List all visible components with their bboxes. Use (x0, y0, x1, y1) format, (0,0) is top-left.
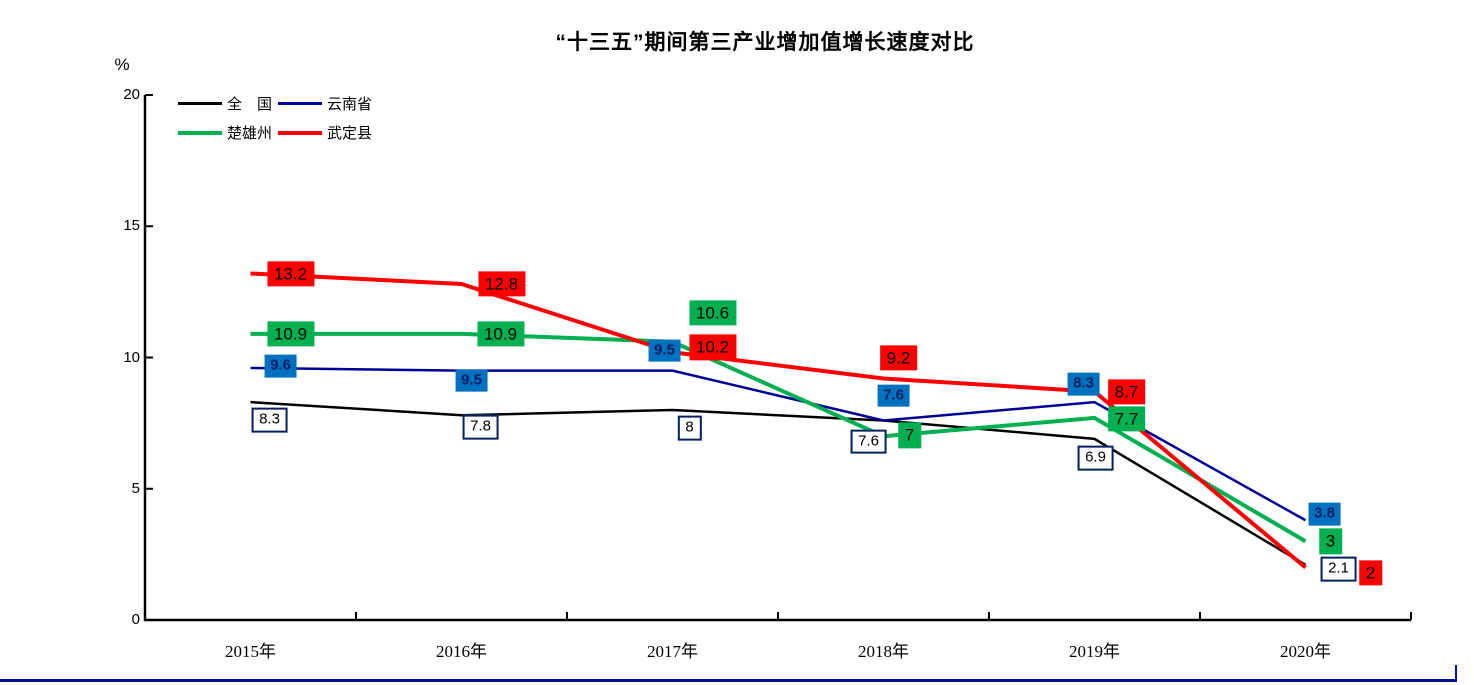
border-corner-stub (1455, 665, 1457, 682)
legend-item-yunnan: 云南省 (278, 89, 378, 118)
data-label-series1-point1: 9.5 (455, 369, 488, 392)
series-line-3 (250, 271, 1307, 570)
legend-item-chuxiong: 楚雄州 (178, 118, 278, 147)
y-tick-label: 10 (123, 348, 140, 366)
data-label-series2-point4: 7.7 (1107, 406, 1146, 432)
data-label-series3-point4: 8.7 (1107, 379, 1146, 405)
data-label-series2-point5: 3 (1318, 528, 1343, 554)
data-label-series3-point5: 2 (1358, 559, 1383, 586)
y-tick-label: 20 (123, 86, 140, 103)
data-label-series1-point0: 9.6 (264, 354, 297, 378)
legend-label-chuxiong: 楚雄州 (227, 125, 273, 142)
axis-lines (143, 95, 1411, 622)
legend-label-wuding: 武定县 (327, 125, 373, 142)
data-label-series1-point4: 8.3 (1067, 372, 1100, 396)
series-line-2 (250, 331, 1307, 543)
series-line-0 (250, 400, 1307, 566)
x-category-label: 2016年 (436, 642, 487, 661)
legend: 全 国 云南省 楚雄州 武定县 (178, 89, 378, 147)
y-tick-label: 5 (131, 479, 140, 497)
data-label-series0-point5: 2.1 (1320, 556, 1357, 582)
x-category-label: 2018年 (858, 642, 909, 661)
legend-label-national: 全 国 (227, 96, 273, 113)
y-tick-label: 0 (131, 611, 140, 628)
data-label-series0-point2: 8 (677, 415, 702, 441)
data-label-series3-point1: 12.8 (477, 271, 526, 297)
legend-swatch-yunnan (278, 102, 322, 105)
y-tick-label: 15 (123, 217, 140, 235)
data-label-series2-point1: 10.9 (476, 321, 525, 347)
data-label-series3-point0: 13.2 (266, 260, 315, 287)
data-label-series0-point0: 8.3 (251, 407, 288, 433)
x-category-label: 2020年 (1280, 642, 1331, 661)
chart-title: “十三五”期间第三产业增加值增长速度对比 (555, 31, 975, 54)
y-axis-unit-label: % (114, 55, 130, 74)
data-label-series1-point3: 7.6 (877, 384, 910, 407)
data-label-series1-point5: 3.8 (1308, 502, 1341, 526)
x-category-label: 2015年 (225, 642, 276, 661)
data-label-series0-point4: 6.9 (1077, 445, 1114, 471)
data-label-series2-point3: 7 (897, 422, 922, 448)
legend-swatch-national (178, 102, 222, 105)
x-category-label: 2019年 (1069, 642, 1120, 661)
data-label-series3-point3: 9.2 (879, 344, 918, 371)
legend-item-wuding: 武定县 (278, 118, 378, 147)
data-label-series0-point3: 7.6 (850, 429, 887, 454)
legend-item-national: 全 国 (178, 89, 278, 118)
bottom-border-line (0, 679, 1456, 682)
legend-swatch-chuxiong (178, 130, 222, 135)
data-label-series1-point2: 9.5 (648, 339, 681, 362)
data-label-series0-point1: 7.8 (462, 414, 499, 440)
data-label-series2-point0: 10.9 (266, 321, 315, 347)
data-label-series2-point2: 10.6 (688, 300, 737, 326)
legend-swatch-wuding (278, 130, 322, 135)
data-label-series3-point2: 10.2 (688, 334, 737, 360)
x-category-label: 2017年 (647, 642, 698, 661)
legend-label-yunnan: 云南省 (327, 96, 373, 113)
